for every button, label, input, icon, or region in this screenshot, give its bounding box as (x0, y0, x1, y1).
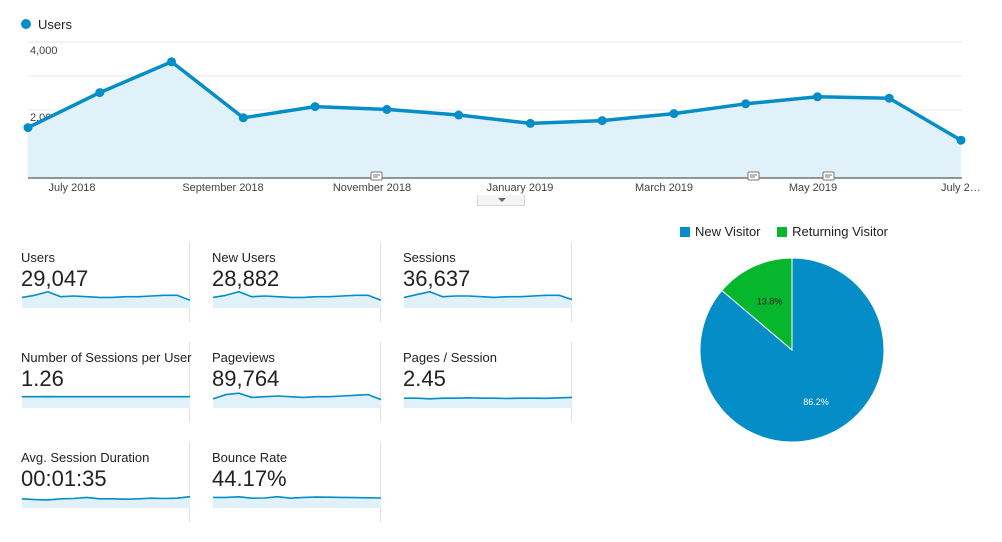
legend-swatch (777, 227, 787, 237)
metric-label: Users (21, 250, 55, 265)
metric-sparkline (404, 388, 574, 408)
metric-tile-pageviews[interactable]: Pageviews 89,764 (191, 342, 381, 442)
legend-label: New Visitor (695, 224, 761, 239)
tile-divider (571, 242, 572, 322)
users-data-point[interactable] (382, 105, 391, 114)
chart-collapse-toggle[interactable] (477, 195, 525, 206)
users-data-point[interactable] (311, 102, 320, 111)
legend-swatch (680, 227, 690, 237)
x-tick-label: November 2018 (333, 182, 411, 194)
users-data-point[interactable] (24, 123, 33, 132)
pie-legend: New Visitor Returning Visitor (680, 224, 901, 239)
sparkline-line (404, 397, 572, 398)
sparkline-area (22, 292, 190, 308)
tile-divider (189, 242, 190, 322)
legend-users-marker (21, 19, 31, 29)
metric-tile-avg-session-duration[interactable]: Avg. Session Duration 00:01:35 (0, 442, 190, 542)
metric-label: Avg. Session Duration (21, 450, 149, 465)
legend-label: Returning Visitor (792, 224, 888, 239)
metric-tile-pages-per-session[interactable]: Pages / Session 2.45 (382, 342, 572, 442)
metric-sparkline (22, 388, 192, 408)
metric-sparkline (22, 288, 192, 308)
sparkline-area (22, 397, 190, 408)
x-tick-label: July 2… (941, 182, 981, 194)
x-tick-label: May 2019 (789, 182, 837, 194)
metric-tile-sessions[interactable]: Sessions 36,637 (382, 242, 572, 342)
users-data-point[interactable] (741, 99, 750, 108)
visitor-type-pie-chart: 86.2% 13.8% (690, 248, 894, 452)
users-data-point[interactable] (526, 119, 535, 128)
tile-divider (380, 242, 381, 322)
pie-slice-label: 86.2% (803, 397, 829, 407)
users-data-point[interactable] (454, 111, 463, 120)
legend-item-new-visitor[interactable]: New Visitor (680, 224, 761, 239)
metric-label: Pageviews (212, 350, 275, 365)
metric-label: New Users (212, 250, 276, 265)
y-tick-label: 4,000 (30, 45, 58, 57)
users-data-point[interactable] (885, 94, 894, 103)
annotation-marker-icon[interactable] (371, 172, 382, 180)
metric-sparkline (404, 288, 574, 308)
pie-slice-label: 13.8% (757, 297, 783, 307)
users-data-point[interactable] (669, 109, 678, 118)
users-line-chart: Users 4,000 2,000 July 2018 September 20… (0, 0, 1002, 200)
metric-tile-new-users[interactable]: New Users 28,882 (191, 242, 381, 342)
users-data-point[interactable] (957, 136, 966, 145)
metric-sparkline (213, 488, 383, 508)
tile-divider (189, 442, 190, 522)
metric-tile-bounce-rate[interactable]: Bounce Rate 44.17% (191, 442, 381, 542)
x-tick-label: September 2018 (182, 182, 263, 194)
x-tick-label: March 2019 (635, 182, 693, 194)
metric-tile-sessions-per-user[interactable]: Number of Sessions per User 1.26 (0, 342, 190, 442)
users-data-point[interactable] (239, 113, 248, 122)
annotation-marker-icon[interactable] (823, 172, 834, 180)
annotation-marker-icon[interactable] (748, 172, 759, 180)
legend-item-returning-visitor[interactable]: Returning Visitor (777, 224, 888, 239)
sparkline-area (213, 292, 381, 308)
x-tick-label: July 2018 (48, 182, 95, 194)
tile-divider (571, 342, 572, 422)
users-data-point[interactable] (95, 88, 104, 97)
tile-divider (380, 342, 381, 422)
metric-label: Sessions (403, 250, 456, 265)
metric-label: Pages / Session (403, 350, 497, 365)
users-data-point[interactable] (598, 116, 607, 125)
metric-sparkline (213, 388, 383, 408)
sparkline-area (404, 292, 572, 308)
metric-label: Number of Sessions per User (21, 350, 192, 365)
legend-users-label[interactable]: Users (38, 17, 72, 32)
metric-sparkline (22, 488, 192, 508)
users-data-point[interactable] (167, 57, 176, 66)
metric-label: Bounce Rate (212, 450, 287, 465)
metric-tile-users[interactable]: Users 29,047 (0, 242, 190, 342)
metric-sparkline (213, 288, 383, 308)
tile-divider (380, 442, 381, 522)
users-data-point[interactable] (813, 92, 822, 101)
x-tick-label: January 2019 (487, 182, 554, 194)
